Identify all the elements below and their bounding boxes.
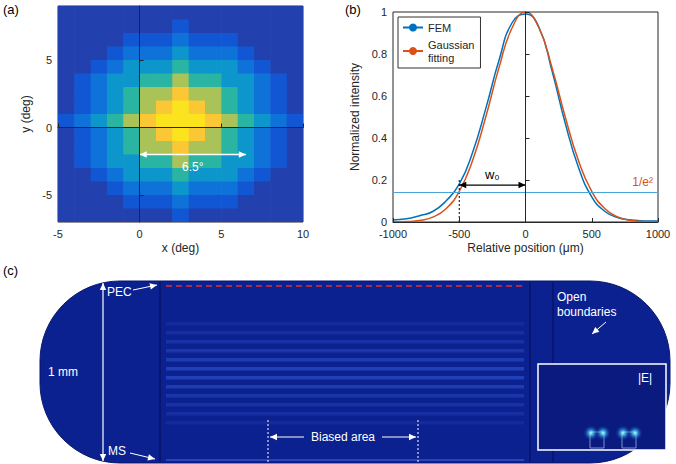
svg-text:Relative position (μm): Relative position (μm) [467, 241, 583, 255]
svg-text:(a): (a) [3, 2, 19, 17]
svg-text:10: 10 [297, 228, 309, 240]
svg-text:0: 0 [46, 122, 52, 134]
svg-text:-5: -5 [53, 228, 63, 240]
svg-text:fitting: fitting [428, 52, 454, 64]
svg-text:-1000: -1000 [379, 228, 407, 240]
svg-text:1/e²: 1/e² [632, 175, 653, 189]
svg-text:w₀: w₀ [484, 167, 500, 182]
svg-text:0: 0 [381, 216, 387, 228]
svg-text:boundaries: boundaries [557, 305, 616, 319]
svg-text:Normalized intensity: Normalized intensity [348, 63, 362, 171]
svg-text:x (deg): x (deg) [162, 241, 199, 255]
svg-text:0.6: 0.6 [372, 90, 387, 102]
svg-text:6.5°: 6.5° [182, 160, 204, 174]
svg-text:0.2: 0.2 [372, 174, 387, 186]
svg-text:(b): (b) [345, 2, 361, 17]
svg-text:-5: -5 [42, 189, 52, 201]
svg-text:1: 1 [381, 6, 387, 18]
svg-text:0.4: 0.4 [372, 132, 387, 144]
svg-text:0: 0 [522, 228, 528, 240]
svg-text:Open: Open [557, 290, 586, 304]
svg-text:|E|: |E| [638, 371, 652, 385]
svg-text:FEM: FEM [428, 22, 451, 34]
svg-text:MS: MS [108, 444, 126, 458]
svg-text:Gaussian: Gaussian [428, 39, 474, 51]
svg-text:-500: -500 [448, 228, 470, 240]
svg-text:0.8: 0.8 [372, 48, 387, 60]
svg-text:PEC: PEC [107, 285, 132, 299]
svg-text:500: 500 [583, 228, 601, 240]
svg-text:y (deg): y (deg) [19, 95, 33, 132]
svg-text:(c): (c) [3, 263, 18, 278]
svg-text:1 mm: 1 mm [48, 365, 78, 379]
svg-text:0: 0 [137, 228, 143, 240]
svg-text:Biased area: Biased area [311, 430, 375, 444]
svg-text:5: 5 [46, 54, 52, 66]
svg-text:5: 5 [218, 228, 224, 240]
svg-text:1000: 1000 [646, 228, 670, 240]
